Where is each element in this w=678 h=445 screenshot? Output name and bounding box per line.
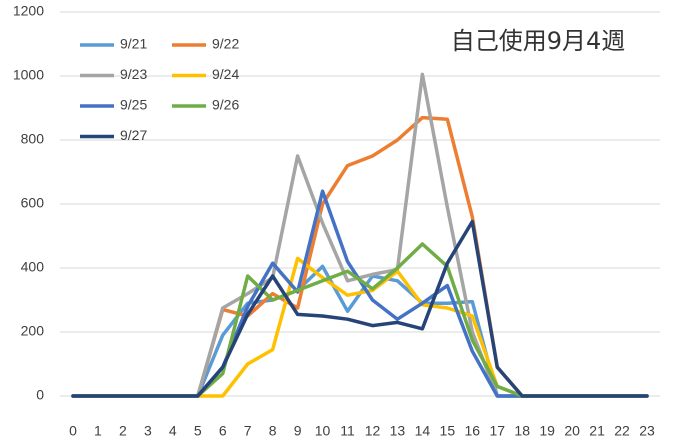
x-tick-label: 8 [269,423,277,439]
x-tick-label: 20 [564,423,580,439]
x-tick-label: 17 [489,423,505,439]
x-tick-label: 14 [415,423,431,439]
x-tick-label: 19 [539,423,555,439]
x-tick-label: 16 [465,423,481,439]
x-tick-label: 11 [340,423,355,439]
y-tick-label: 1200 [13,3,44,19]
x-tick-label: 22 [614,423,630,439]
x-tick-label: 0 [69,423,77,439]
x-tick-label: 15 [440,423,456,439]
x-tick-label: 18 [514,423,530,439]
legend-label: 9/23 [120,66,147,82]
x-tick-label: 21 [589,423,605,439]
chart-title: 自己使用9月4週 [451,27,626,55]
x-tick-label: 3 [144,423,152,439]
legend-label: 9/26 [212,97,239,113]
x-tick-label: 5 [194,423,202,439]
series-line [71,72,649,398]
x-tick-label: 1 [94,423,102,439]
x-tick-label: 9 [294,423,302,439]
legend-label: 9/22 [212,36,239,52]
x-tick-label: 2 [119,423,127,439]
series-line [71,242,649,398]
y-tick-label: 200 [21,323,45,339]
legend-label: 9/25 [120,97,147,113]
x-tick-label: 12 [365,423,381,439]
y-tick-label: 1000 [13,67,44,83]
y-tick-label: 600 [21,195,45,211]
x-tick-label: 4 [169,423,177,439]
legend-label: 9/21 [120,36,147,52]
series-line [71,219,649,398]
y-tick-label: 0 [36,387,44,403]
x-tick-label: 13 [390,423,406,439]
legend-label: 9/27 [120,127,147,143]
x-tick-label: 6 [219,423,227,439]
y-tick-label: 800 [21,131,45,147]
series-line [71,115,649,398]
x-tick-label: 7 [244,423,252,439]
x-tick-label: 23 [639,423,655,439]
x-tick-label: 10 [315,423,331,439]
series-line [71,264,649,398]
legend-label: 9/24 [212,66,239,82]
y-tick-label: 400 [21,259,45,275]
